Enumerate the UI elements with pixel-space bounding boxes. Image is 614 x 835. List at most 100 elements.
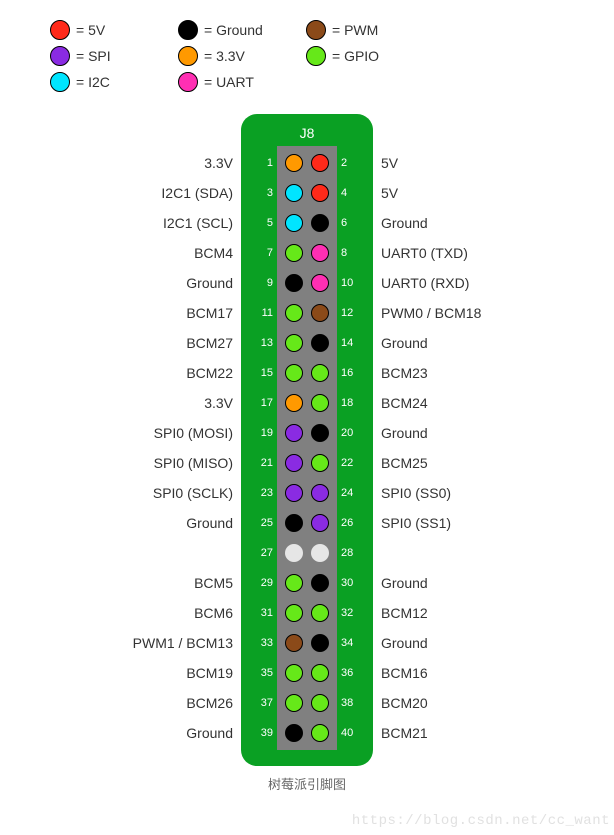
pin-label-left: BCM26	[186, 688, 233, 718]
pin-label-right: BCM16	[381, 658, 428, 688]
pin-label-right: BCM25	[381, 448, 428, 478]
pin-row: 3536	[277, 658, 337, 688]
pin-dot-icon	[285, 544, 303, 562]
legend-dot-icon	[178, 72, 198, 92]
pin-number-left: 37	[243, 697, 273, 709]
pin-label-right: BCM12	[381, 598, 428, 628]
pin-row: 56	[277, 208, 337, 238]
pin-number-right: 28	[341, 547, 371, 559]
pin-label-right: 5V	[381, 148, 398, 178]
pin-number-left: 15	[243, 367, 273, 379]
pin-number-left: 17	[243, 397, 273, 409]
pin-label-right: SPI0 (SS0)	[381, 478, 451, 508]
pin-row: 2526	[277, 508, 337, 538]
pin-dot-icon	[311, 304, 329, 322]
legend-item: = GPIO	[306, 46, 434, 66]
pin-label-left: PWM1 / BCM13	[133, 628, 233, 658]
pin-row: 3132	[277, 598, 337, 628]
pin-dot-icon	[285, 364, 303, 382]
pin-row: 2728	[277, 538, 337, 568]
pin-number-right: 40	[341, 727, 371, 739]
pin-label-left: 3.3V	[204, 148, 233, 178]
pin-label-right: Ground	[381, 208, 428, 238]
pin-dot-icon	[311, 244, 329, 262]
pin-dot-icon	[285, 604, 303, 622]
pin-number-right: 6	[341, 217, 371, 229]
pin-label-left: BCM5	[194, 568, 233, 598]
pin-label-left: BCM4	[194, 238, 233, 268]
pin-dot-icon	[311, 394, 329, 412]
pin-label-left: I2C1 (SCL)	[163, 208, 233, 238]
pin-label-right: BCM24	[381, 388, 428, 418]
pin-dot-icon	[285, 334, 303, 352]
pin-number-left: 21	[243, 457, 273, 469]
legend-dot-icon	[178, 20, 198, 40]
legend-dot-icon	[306, 20, 326, 40]
left-labels: 3.3VI2C1 (SDA)I2C1 (SCL)BCM4GroundBCM17B…	[133, 114, 241, 766]
pin-label-left: Ground	[186, 718, 233, 748]
pin-dot-icon	[285, 274, 303, 292]
legend-label: = PWM	[332, 22, 378, 38]
pin-dot-icon	[311, 214, 329, 232]
pin-dot-icon	[311, 514, 329, 532]
legend-item: = 3.3V	[178, 46, 306, 66]
pin-dot-icon	[311, 424, 329, 442]
pin-row: 78	[277, 238, 337, 268]
pin-number-right: 22	[341, 457, 371, 469]
pin-dot-icon	[285, 424, 303, 442]
pin-number-right: 14	[341, 337, 371, 349]
pin-row: 2122	[277, 448, 337, 478]
pin-label-left: SPI0 (MOSI)	[154, 418, 233, 448]
legend-dot-icon	[50, 72, 70, 92]
legend-item: = UART	[178, 72, 306, 92]
pin-label-right: UART0 (TXD)	[381, 238, 468, 268]
pin-row: 1314	[277, 328, 337, 358]
legend-label: = 5V	[76, 22, 105, 38]
pin-label-right: PWM0 / BCM18	[381, 298, 481, 328]
pin-number-right: 30	[341, 577, 371, 589]
pin-dot-icon	[311, 664, 329, 682]
pin-dot-icon	[285, 244, 303, 262]
pin-row: 1718	[277, 388, 337, 418]
pin-dot-icon	[311, 634, 329, 652]
pin-label-right: 5V	[381, 178, 398, 208]
pin-number-left: 3	[243, 187, 273, 199]
legend-dot-icon	[50, 46, 70, 66]
legend: = 5V= Ground= PWM= SPI= 3.3V= GPIO= I2C=…	[0, 0, 520, 102]
pin-label-left: BCM27	[186, 328, 233, 358]
legend-label: = 3.3V	[204, 48, 245, 64]
pin-dot-icon	[285, 514, 303, 532]
pin-row: 2930	[277, 568, 337, 598]
pin-number-left: 11	[243, 307, 273, 319]
pin-dot-icon	[285, 484, 303, 502]
pin-row: 910	[277, 268, 337, 298]
pin-dot-icon	[311, 334, 329, 352]
pin-row: 3940	[277, 718, 337, 748]
pin-dot-icon	[311, 544, 329, 562]
pin-number-left: 29	[243, 577, 273, 589]
pinout-figure: 3.3VI2C1 (SDA)I2C1 (SCL)BCM4GroundBCM17B…	[0, 114, 614, 766]
pin-dot-icon	[285, 664, 303, 682]
pin-dot-icon	[285, 634, 303, 652]
board-title: J8	[300, 125, 315, 141]
pin-label-right: UART0 (RXD)	[381, 268, 469, 298]
legend-label: = I2C	[76, 74, 110, 90]
pin-dot-icon	[285, 694, 303, 712]
pin-label-right: Ground	[381, 328, 428, 358]
pin-label-left: Ground	[186, 508, 233, 538]
pin-number-right: 20	[341, 427, 371, 439]
pin-label-right: Ground	[381, 568, 428, 598]
pin-number-right: 34	[341, 637, 371, 649]
legend-label: = SPI	[76, 48, 111, 64]
pin-number-left: 33	[243, 637, 273, 649]
pin-dot-icon	[311, 604, 329, 622]
legend-label: = GPIO	[332, 48, 379, 64]
legend-item: = I2C	[50, 72, 178, 92]
pin-number-left: 19	[243, 427, 273, 439]
pin-label-left: Ground	[186, 268, 233, 298]
pin-label-left: I2C1 (SDA)	[161, 178, 233, 208]
pin-number-left: 13	[243, 337, 273, 349]
pin-label-left: BCM22	[186, 358, 233, 388]
pin-number-left: 9	[243, 277, 273, 289]
pin-number-left: 31	[243, 607, 273, 619]
